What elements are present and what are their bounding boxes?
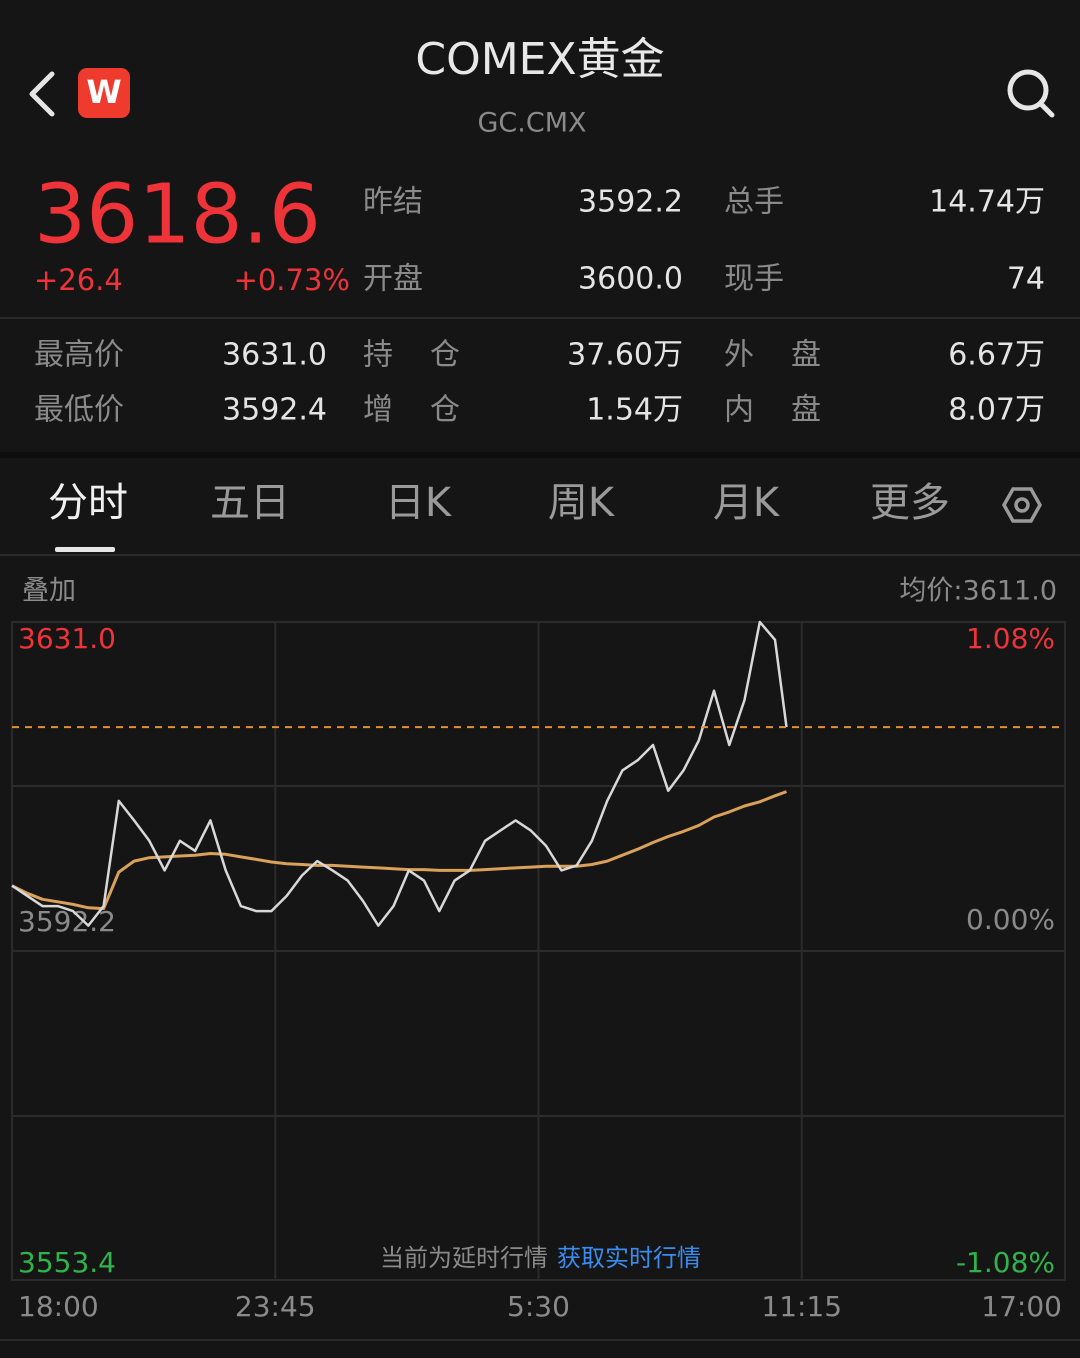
x-tick-label: 5:30 xyxy=(507,1290,570,1323)
overlay-button[interactable]: 叠加 xyxy=(22,576,76,607)
search-icon xyxy=(1007,69,1049,111)
tab[interactable]: 更多 xyxy=(870,480,950,526)
tab[interactable]: 月K xyxy=(713,480,781,526)
avg-line xyxy=(11,790,788,911)
tab[interactable]: 分时 xyxy=(48,480,128,526)
settings-button[interactable] xyxy=(1001,487,1043,523)
title: COMEX黄金 xyxy=(415,34,664,85)
logo[interactable] xyxy=(78,68,130,118)
detail-value: 8.07万 xyxy=(948,393,1045,428)
stat-value: 74 xyxy=(1007,262,1045,297)
y2-tick-label: -1.08% xyxy=(956,1246,1055,1279)
y-tick-label: 3553.4 xyxy=(18,1246,116,1279)
change: +26.4 xyxy=(34,263,123,297)
price: 3618.6 xyxy=(34,167,321,262)
stat-value: 14.74万 xyxy=(929,185,1045,220)
logo-text: W xyxy=(86,73,121,111)
change-pct: +0.73% xyxy=(234,263,350,297)
back-button[interactable] xyxy=(29,71,55,117)
realtime-link[interactable]: 获取实时行情 xyxy=(557,1244,701,1272)
stat-value: 3592.2 xyxy=(578,185,683,220)
divider xyxy=(0,452,1080,458)
stat-label: 总手 xyxy=(724,185,784,220)
notice: 当前为延时行情 xyxy=(380,1244,548,1272)
y-tick-label: 3631.0 xyxy=(18,622,116,655)
settings-icon xyxy=(1001,487,1043,523)
subtitle: GC.CMX xyxy=(477,108,586,139)
avg-price: 均价:3611.0 xyxy=(899,576,1057,607)
detail-label: 最高价 xyxy=(34,338,124,373)
detail-value: 6.67万 xyxy=(948,338,1045,373)
tabs: 分时 五日 日K 周K 月K 更多 xyxy=(48,480,950,526)
detail-label: 最低价 xyxy=(34,393,124,428)
detail-value: 3631.0 xyxy=(222,338,327,373)
x-tick-label: 18:00 xyxy=(18,1290,99,1323)
detail-value: 1.54万 xyxy=(586,393,683,428)
y2-tick-label: 1.08% xyxy=(966,622,1055,655)
detail-value: 37.60万 xyxy=(567,338,683,373)
x-tick-label: 11:15 xyxy=(761,1290,842,1323)
x-tick-label: 23:45 xyxy=(235,1290,316,1323)
tab[interactable]: 五日 xyxy=(210,480,290,526)
stat-label: 昨结 xyxy=(363,185,423,220)
stat-label: 开盘 xyxy=(363,262,423,297)
tab[interactable]: 周K xyxy=(548,480,616,526)
y2-tick-label: 0.00% xyxy=(966,903,1055,936)
search-icon-handle xyxy=(1038,101,1055,118)
detail-value: 3592.4 xyxy=(222,393,327,428)
stat-value: 3600.0 xyxy=(578,262,683,297)
x-tick-label: 17:00 xyxy=(981,1290,1062,1323)
settings-icon-center xyxy=(1014,497,1030,513)
tab-indicator xyxy=(55,547,115,552)
tab[interactable]: 日K xyxy=(385,480,453,526)
price-line xyxy=(11,620,788,927)
stat-label: 现手 xyxy=(724,262,784,297)
search-button[interactable] xyxy=(1007,69,1055,118)
